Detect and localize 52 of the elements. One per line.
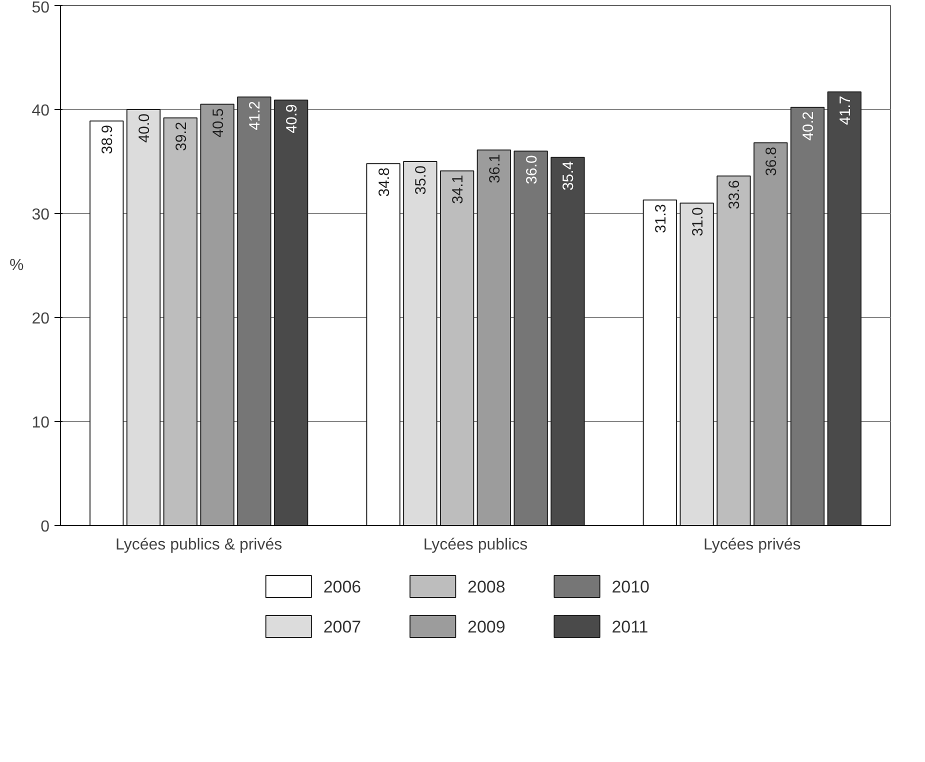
data-label: 34.8 xyxy=(376,168,393,197)
y-tick-label: 40 xyxy=(32,102,50,120)
data-label: 33.6 xyxy=(726,180,744,210)
data-label: 31.3 xyxy=(652,204,670,234)
bar xyxy=(790,106,825,526)
data-label: 41.7 xyxy=(836,96,854,126)
y-tick-label: 20 xyxy=(32,310,50,328)
legend-label: 2007 xyxy=(323,618,362,636)
y-tick-label: 0 xyxy=(40,518,50,536)
legend-label: 2010 xyxy=(612,578,650,596)
y-tick-label: 50 xyxy=(32,0,50,16)
x-tick-label: Lycées publics & privés xyxy=(116,536,282,554)
x-tick-label: Lycées privés xyxy=(704,536,801,554)
data-label: 35.4 xyxy=(560,161,578,191)
data-label: 36.1 xyxy=(486,154,504,184)
data-label: 41.2 xyxy=(246,101,264,130)
bar xyxy=(476,150,512,526)
bar xyxy=(237,96,272,526)
bar xyxy=(514,150,548,526)
bar xyxy=(366,163,400,526)
bar xyxy=(274,100,308,526)
bar xyxy=(90,120,124,526)
data-label: 40.5 xyxy=(210,108,227,138)
bar xyxy=(126,109,161,526)
y-axis-title: % xyxy=(9,257,24,274)
data-label: 36.0 xyxy=(523,155,540,184)
legend-label: 2011 xyxy=(612,618,648,636)
data-label: 34.1 xyxy=(450,174,467,204)
bar xyxy=(754,142,788,526)
data-label: 31.0 xyxy=(689,207,706,236)
data-label: 39.2 xyxy=(172,122,190,152)
bar xyxy=(163,117,198,526)
bar xyxy=(827,91,862,526)
data-label: 35.0 xyxy=(412,165,430,195)
x-tick-label: Lycées publics xyxy=(423,536,528,554)
legend-label: 2008 xyxy=(468,578,506,596)
legend-label: 2009 xyxy=(468,618,506,636)
bar xyxy=(550,156,585,526)
data-label: 38.9 xyxy=(99,124,116,154)
bar xyxy=(440,170,474,526)
data-label: 40.0 xyxy=(136,113,153,143)
bar xyxy=(680,202,714,526)
data-label: 40.9 xyxy=(284,104,301,134)
y-tick-label: 30 xyxy=(32,206,50,224)
bar xyxy=(642,199,678,526)
legend-label: 2006 xyxy=(323,578,362,596)
bar xyxy=(200,104,234,526)
data-label: 36.8 xyxy=(763,146,780,176)
y-tick-label: 10 xyxy=(32,414,50,432)
bar xyxy=(716,176,751,526)
bar xyxy=(403,161,438,526)
data-label: 40.2 xyxy=(800,111,817,141)
